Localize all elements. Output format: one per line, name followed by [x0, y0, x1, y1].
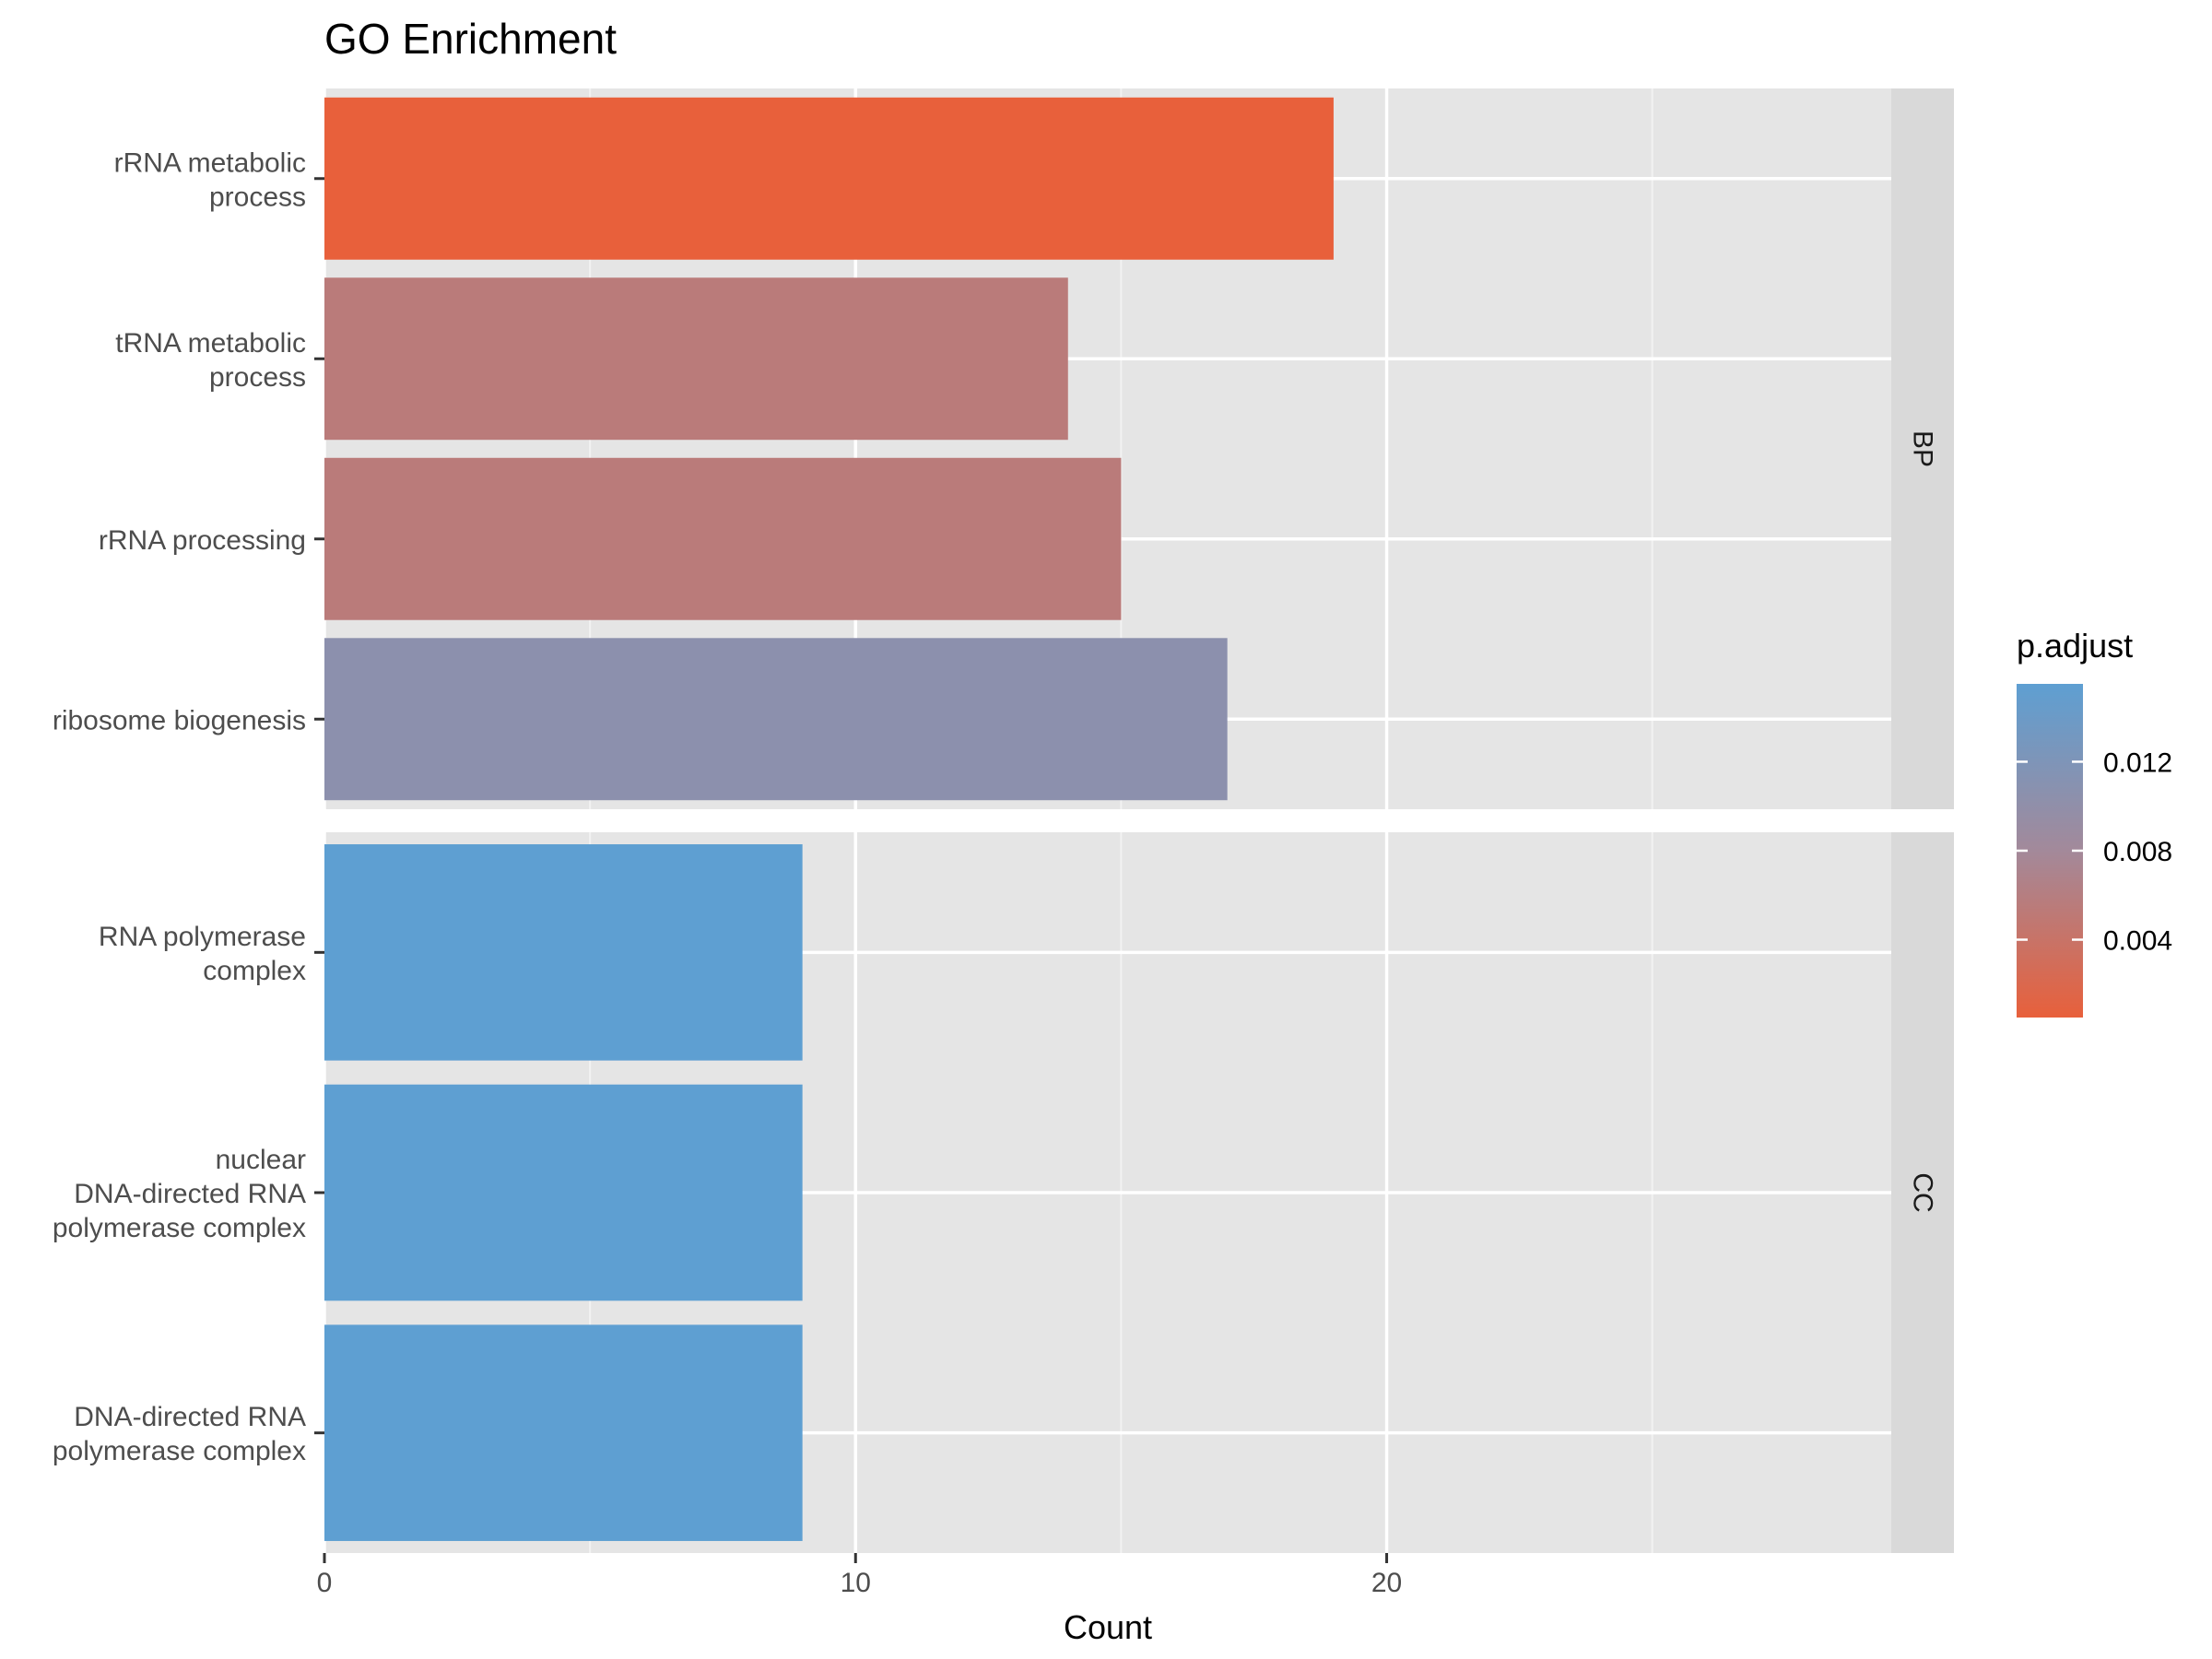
- facet-panel-bp: rRNA metabolic process tRNA metabolic proce…: [53, 88, 1954, 809]
- legend-tick-label: 0.008: [2103, 837, 2172, 867]
- y-tick-label: rRNA processing: [99, 525, 306, 556]
- y-tick-label: RNA polymerase complex: [99, 922, 306, 986]
- facet-panels: rRNA metabolic process tRNA metabolic proce…: [53, 88, 1954, 1553]
- facet-strip: [1891, 832, 1954, 1553]
- facet-strip-label: CC: [1908, 1172, 1938, 1212]
- x-tick-label: 0: [317, 1568, 333, 1598]
- x-axis-label: Count: [1064, 1608, 1152, 1646]
- bar-nuclear-dna-directed-rna-polymerase-complex: [324, 1084, 803, 1301]
- x-tick-label: 10: [841, 1568, 871, 1598]
- facet-strip: [1891, 88, 1954, 809]
- y-tick-label: tRNA metabolic process: [115, 328, 306, 393]
- bar-dna-directed-rna-polymerase-complex: [324, 1324, 803, 1541]
- chart-title: GO Enrichment: [324, 15, 617, 63]
- color-legend: p.adjust 0.004 0.008 0.012: [2017, 627, 2172, 1018]
- bar-ribosome-biogenesis: [324, 638, 1228, 801]
- y-tick-label: ribosome biogenesis: [53, 705, 306, 735]
- legend-tick-label: 0.012: [2103, 747, 2172, 778]
- legend-tick-label: 0.004: [2103, 926, 2172, 957]
- facet-strip-label: BP: [1908, 430, 1938, 467]
- y-tick-label: nuclear DNA-directed RNA polymerase comple…: [53, 1145, 306, 1243]
- y-tick-label: DNA-directed RNA polymerase complex: [53, 1402, 306, 1466]
- bar-trna-metabolic-process: [324, 277, 1068, 441]
- legend-ticks: 0.004 0.008 0.012: [2017, 747, 2172, 957]
- bar-rrna-processing: [324, 457, 1122, 620]
- x-tick-label: 20: [1371, 1568, 1402, 1598]
- x-axis: 0 10 20: [317, 1553, 1402, 1598]
- legend-title: p.adjust: [2017, 627, 2133, 665]
- facet-panel-cc: RNA polymerase complex nuclear DNA-directed…: [53, 832, 1954, 1553]
- bar-rrna-metabolic-process: [324, 97, 1334, 260]
- y-tick-label: rRNA metabolic process: [114, 147, 306, 212]
- bar-rna-polymerase-complex: [324, 844, 803, 1061]
